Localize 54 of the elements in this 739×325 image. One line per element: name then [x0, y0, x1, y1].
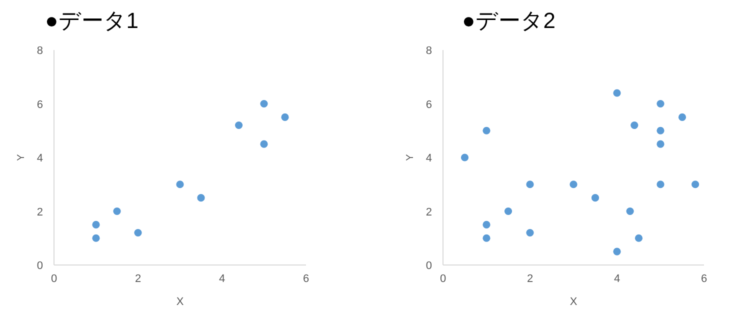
point — [634, 234, 643, 242]
x-axis-title: X — [570, 296, 578, 308]
point — [613, 89, 621, 97]
y-tick-label: 0 — [36, 260, 43, 272]
y-tick-label: 2 — [36, 206, 43, 218]
point — [482, 234, 490, 242]
y-tick-label: 8 — [426, 45, 432, 57]
point — [656, 126, 664, 134]
y-tick-label: 4 — [36, 152, 43, 164]
x-tick-label: 6 — [302, 273, 310, 285]
point — [176, 180, 184, 188]
y-axis-title: Y — [16, 154, 27, 161]
x-tick-label: 2 — [526, 273, 534, 285]
point — [92, 234, 100, 242]
y-tick-label: 4 — [426, 152, 432, 164]
point — [260, 100, 268, 108]
y-axis-title: Y — [405, 154, 416, 161]
point — [656, 100, 664, 108]
chart-title: ●データ1 — [45, 8, 139, 33]
point — [678, 113, 686, 121]
point — [613, 248, 621, 256]
x-tick-label: 4 — [614, 273, 620, 285]
point — [570, 180, 578, 188]
point — [197, 194, 205, 202]
point — [113, 207, 121, 216]
point — [591, 194, 600, 202]
point — [134, 228, 142, 237]
point — [526, 180, 534, 188]
point — [281, 113, 289, 121]
x-tick-label: 0 — [440, 273, 446, 285]
point — [92, 220, 100, 228]
y-tick-label: 6 — [426, 98, 432, 111]
point — [504, 207, 512, 216]
y-tick-label: 2 — [426, 206, 432, 218]
point — [260, 140, 268, 148]
x-axis-title: X — [176, 296, 184, 308]
point — [692, 180, 700, 188]
x-tick-label: 2 — [134, 273, 142, 285]
x-tick-label: 6 — [700, 273, 708, 285]
point — [526, 228, 534, 237]
x-tick-label: 0 — [50, 273, 58, 285]
chart-title: ●データ2 — [462, 8, 556, 33]
x-tick-label: 4 — [218, 273, 226, 285]
point — [460, 154, 469, 162]
point — [656, 180, 664, 188]
y-tick-label: 0 — [426, 260, 432, 272]
point — [630, 121, 638, 130]
point — [235, 121, 243, 130]
point — [482, 220, 490, 228]
y-tick-label: 6 — [36, 98, 43, 111]
y-tick-label: 8 — [36, 45, 43, 57]
point — [482, 126, 490, 134]
point — [626, 207, 634, 216]
point — [656, 140, 664, 148]
